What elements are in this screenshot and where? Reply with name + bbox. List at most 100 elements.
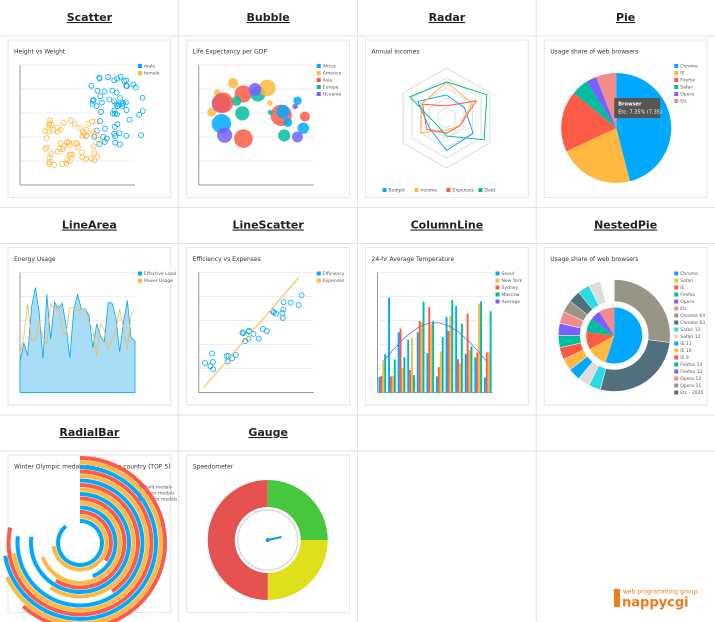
radar-series [417,94,474,152]
point [123,82,130,89]
legend-label: Firefox [680,78,695,84]
point [64,139,71,145]
legend-label: Europe [323,85,339,91]
point [116,101,122,108]
legend-label: Efficiency [323,271,345,277]
point [120,100,127,107]
bar [418,321,421,393]
point [95,137,102,143]
point [54,124,61,131]
point [89,100,96,107]
legend-swatch [478,188,483,192]
panel: Gauge Speedometer [186,426,350,613]
bar [480,301,482,393]
point [42,128,49,134]
point [240,330,247,337]
bar [428,306,431,393]
point [121,78,128,84]
legend-label: Asia [323,78,333,84]
point [79,154,86,161]
card [365,39,529,198]
point [287,299,294,306]
legend-label: Power Usage [144,278,173,284]
trend-line [203,277,300,388]
legend-swatch [414,188,419,192]
chart-title: Efficiency vs Expenses [193,256,261,263]
panel: NestedPie Usage share of web browsers Chro… [543,219,708,406]
legend-swatch [674,376,679,381]
pie-slice [589,335,615,363]
bar [416,332,419,393]
bar [459,363,461,393]
pie-slice [586,76,617,128]
point [202,360,208,366]
legend-label: Expenses [453,188,475,194]
panel-heading: Bubble [247,11,290,24]
bar [430,324,433,393]
bar [457,359,459,393]
point [280,306,287,313]
legend-swatch [138,64,142,68]
bar [468,350,471,393]
legend-swatch [674,71,679,75]
bubble [292,103,298,110]
point [139,94,146,101]
legend-label: Chrome [680,64,698,70]
point [111,98,118,105]
panel-heading: Radar [429,11,466,24]
pie-slice [588,280,607,306]
bubble [278,129,291,142]
logo-mark [614,589,620,607]
bubble [207,107,217,117]
legend-swatch [674,278,679,283]
legend-swatch [495,285,500,290]
line [19,302,136,357]
point [59,161,66,167]
point [136,111,143,118]
chart-title: Height vs Weight [14,49,66,56]
chart-title: Usage share of web browsers [550,256,638,263]
panel: LineScatter Efficiency vs Expenses Efficie… [186,219,350,406]
bar [441,337,444,393]
legend-label: Expenses [323,278,345,284]
point [96,74,103,81]
area [19,287,136,393]
legend-swatch [674,92,679,96]
bubble [231,96,242,107]
point [110,110,116,117]
bar [470,346,473,393]
point [67,151,74,158]
bubble [276,104,290,119]
point [90,143,97,150]
legend-label: Safari 12 [680,334,700,340]
bubble [217,127,233,143]
point [97,93,104,100]
panel-heading: Scatter [67,11,113,24]
legend-label: Silver medals [144,491,175,497]
bar [380,376,383,393]
point [85,120,92,127]
bar [407,339,410,393]
point [250,330,257,337]
legend-label: Oceania [323,92,342,98]
point [103,135,110,142]
point [89,97,96,104]
bar [447,330,450,393]
legend-label: Gold medals [144,485,173,491]
logo-name: nappycgi [622,596,689,611]
legend-label: IE 11 [680,341,691,347]
legend-label: Africa [323,64,336,70]
legend-swatch [316,78,321,82]
legend-label: Chrome 63 [680,320,705,326]
bar [411,337,413,393]
point [44,144,50,151]
point [93,118,100,125]
legend-label: Debt [485,188,496,194]
point [101,125,108,132]
legend-label: male [144,64,155,70]
legend-swatch [446,188,451,192]
legend-label: Sydney [502,285,519,291]
bubble [266,100,273,106]
legend-swatch [674,271,679,276]
